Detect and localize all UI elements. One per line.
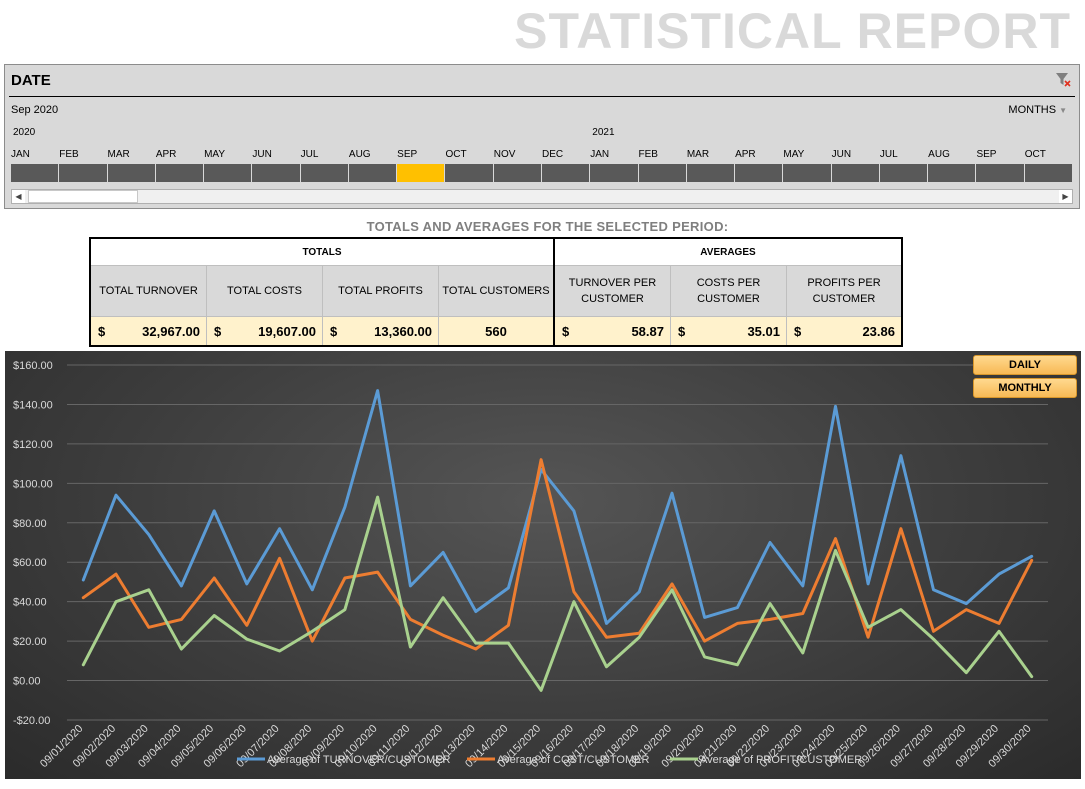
total-customers-header: TOTAL CUSTOMERS [438,265,555,317]
month-label: JAN [11,149,30,160]
summary-table: TOTALS AVERAGES TOTAL TURNOVER TOTAL COS… [89,237,903,347]
timeline-cell[interactable] [445,164,494,182]
timeline-cell-selected[interactable] [397,164,446,182]
timeline-cell[interactable] [831,164,880,182]
timeline-cell[interactable] [928,164,977,182]
total-profits-header: TOTAL PROFITS [322,265,439,317]
month-label: FEB [638,149,658,160]
month-label: JAN [590,149,610,160]
timeline-scrollbar[interactable]: ◀ ▶ [11,189,1073,204]
month-label: AUG [928,149,950,160]
month-label: MAY [783,149,805,160]
year-label: 2020 [13,127,36,138]
month-label: OCT [1024,149,1046,160]
series-line-3 [81,495,1034,692]
turnover-per-customer-header: TURNOVER PER CUSTOMER [553,265,671,317]
timeline-cell[interactable] [59,164,108,182]
month-label: OCT [445,149,467,160]
summary-title: TOTALS AND AVERAGES FOR THE SELECTED PER… [366,219,729,234]
series-line-1 [81,389,1034,625]
legend-label: Average of TURNOVER/CUSTOMER [267,754,450,766]
timeline-bar[interactable] [11,164,1073,182]
legend-label: Average of COST/CUSTOMER [497,754,649,766]
y-tick-label: $0.00 [13,676,41,688]
slicer-selection-label: Sep 2020 [11,104,59,116]
total-turnover-value: $32,967.00 [89,316,207,347]
clear-filter-icon[interactable] [1055,71,1071,87]
line-chart: -$20.00 $0.00 $20.00 $40.00 $60.00 $80.00 $100… [5,351,1081,779]
scroll-left-icon[interactable]: ◀ [12,190,25,203]
month-label: JUL [879,149,898,160]
slicer-divider [9,96,1075,97]
timeline-cell[interactable] [783,164,832,182]
costs-per-customer-value: $35.01 [670,316,787,347]
timeline-cell[interactable] [300,164,349,182]
scroll-thumb[interactable] [28,190,138,203]
total-customers-value: 560 [438,316,555,347]
turnover-per-customer-value: $58.87 [553,316,671,347]
date-slicer: DATE Sep 2020 MONTHS ▼ ◀ ▶ JAN FEB MAR APR MA… [4,64,1080,209]
chart-svg: -$20.00 $0.00 $20.00 $40.00 $60.00 $80.00 $100… [13,360,1048,770]
total-profits-value: $13,360.00 [322,316,439,347]
profits-per-customer-value: $23.86 [786,316,903,347]
y-tick-label: -$20.00 [13,715,50,727]
timeline-cell[interactable] [735,164,784,182]
timeline-cell[interactable] [11,164,60,182]
y-tick-label: $140.00 [13,399,53,411]
slicer-header: DATE [11,72,51,89]
chevron-down-icon: ▼ [1059,106,1067,115]
timeline-cell[interactable] [686,164,736,182]
averages-group-header: AVERAGES [553,237,903,266]
month-label: MAR [107,149,130,160]
month-label: JUN [252,149,272,160]
timeline-cell[interactable] [348,164,398,182]
y-tick-label: $60.00 [13,557,47,569]
month-label: APR [155,149,177,160]
total-costs-header: TOTAL COSTS [206,265,323,317]
timeline-cell[interactable] [976,164,1025,182]
y-tick-label: $160.00 [13,360,53,372]
month-label: JUN [831,149,852,160]
month-label: FEB [59,149,79,160]
totals-group-header: TOTALS [89,237,555,266]
timeline-cell[interactable] [1024,164,1073,182]
timeline-cell[interactable] [204,164,253,182]
month-label: MAY [204,149,226,160]
time-level-label: MONTHS [1008,104,1057,116]
month-label: JUL [300,149,319,160]
costs-per-customer-header: COSTS PER CUSTOMER [670,265,787,317]
timeline-cell[interactable] [493,164,542,182]
timeline-cell[interactable] [879,164,929,182]
timeline-cell[interactable] [590,164,639,182]
month-label: NOV [493,149,516,160]
timeline-cell[interactable] [638,164,687,182]
total-turnover-header: TOTAL TURNOVER [89,265,207,317]
monthly-button[interactable]: MONTHLY [973,378,1077,398]
year-label: 2021 [592,127,615,138]
month-label: MAR [686,149,710,160]
report-title: STATISTICAL REPORT [514,3,1071,59]
y-tick-label: $80.00 [13,518,47,530]
profits-per-customer-header: PROFITS PER CUSTOMER [786,265,903,317]
series-line-2 [81,458,1034,651]
timeline-cell[interactable] [107,164,156,182]
time-level-dropdown[interactable]: MONTHS ▼ [1008,104,1067,116]
month-label: SEP [397,149,418,160]
month-label: APR [735,149,756,160]
scroll-right-icon[interactable]: ▶ [1059,190,1072,203]
y-tick-label: $20.00 [13,636,47,648]
timeline-cell[interactable] [252,164,301,182]
daily-button[interactable]: DAILY [973,355,1077,375]
y-tick-label: $120.00 [13,439,53,451]
y-tick-label: $40.00 [13,597,47,609]
timeline-cell[interactable] [155,164,205,182]
month-label: DEC [542,149,564,160]
y-tick-label: $100.00 [13,478,53,490]
legend-label: Average of PROFIT/CUSTOMER [700,754,862,766]
month-label: AUG [348,149,371,160]
total-costs-value: $19,607.00 [206,316,323,347]
month-label: SEP [976,149,997,160]
timeline-cell[interactable] [542,164,591,182]
